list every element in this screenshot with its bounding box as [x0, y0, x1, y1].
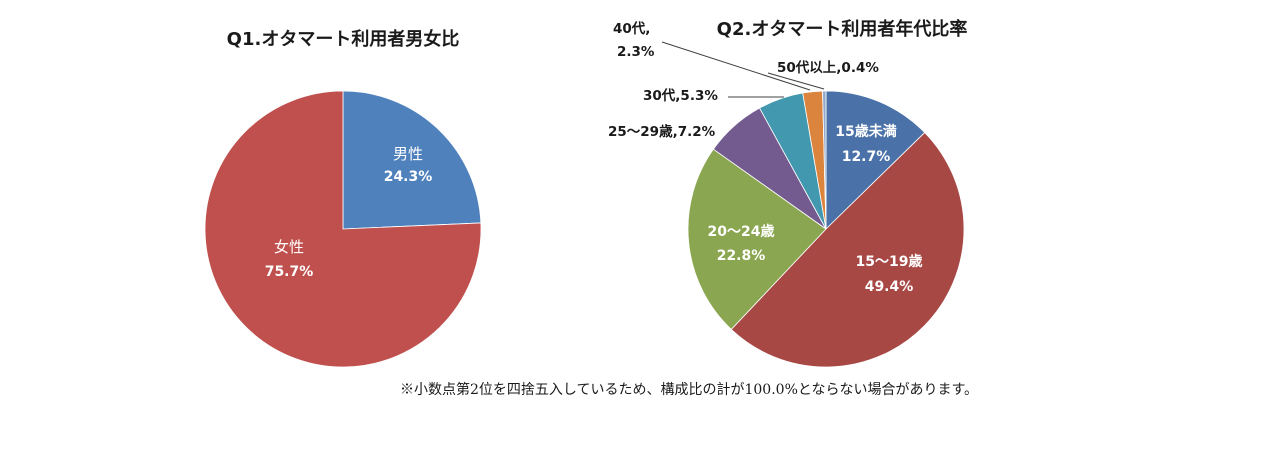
- slice-label-male-value: 24.3%: [384, 169, 433, 185]
- slice-label-30s-name: 30代,: [643, 87, 680, 104]
- slice-label-50s-name: 50代以上,: [777, 59, 841, 76]
- slice-label-30s-value: 5.3%: [680, 88, 718, 104]
- slice-gender-0: [342, 90, 482, 230]
- footnote: ※小数点第2位を四捨五入しているため、構成比の計が100.0%とならない場合があ…: [400, 381, 978, 398]
- slice-label-under15-value: 12.7%: [842, 149, 891, 165]
- leader-line-40s: [661, 41, 811, 91]
- slice-label-male-name: 男性: [393, 145, 423, 163]
- slice-label-40s-name: 40代,: [613, 20, 650, 37]
- pie-gender: [204, 90, 482, 368]
- pie-age: [687, 90, 965, 368]
- chart-gender-title: Q1.オタマート利用者男女比: [227, 28, 460, 50]
- slice-label-40s-value: 2.3%: [617, 44, 655, 60]
- slice-label-25to29-name: 25〜29歳,: [608, 123, 678, 140]
- slice-label-female-value: 75.7%: [265, 264, 314, 280]
- slice-age-2: [687, 148, 827, 330]
- slice-label-20to24-name: 20〜24歳: [708, 223, 775, 240]
- slice-label-15to19-name: 15〜19歳: [856, 253, 923, 270]
- slice-gender-1: [204, 90, 482, 368]
- chart-age: Q2.オタマート利用者年代比率 15歳未満 12.7% 15〜19歳 49.4%…: [608, 18, 968, 368]
- leader-line-50s: [767, 72, 825, 90]
- slice-label-female-name: 女性: [274, 238, 304, 256]
- slice-label-under15-name: 15歳未満: [835, 123, 896, 140]
- slice-label-25to29-value: 7.2%: [678, 124, 716, 140]
- slice-label-50s: 50代以上,0.4%: [777, 59, 879, 76]
- slice-label-50s-value: 0.4%: [841, 60, 879, 76]
- slice-age-1: [730, 132, 965, 368]
- slice-label-30s: 30代,5.3%: [643, 87, 718, 104]
- slice-label-25to29: 25〜29歳,7.2%: [608, 123, 716, 140]
- chart-age-title: Q2.オタマート利用者年代比率: [717, 18, 968, 40]
- slice-label-20to24-value: 22.8%: [717, 248, 766, 264]
- slice-age-6: [822, 90, 827, 230]
- slice-age-0: [825, 90, 926, 230]
- chart-gender: Q1.オタマート利用者男女比 男性 24.3% 女性 75.7%: [204, 28, 482, 368]
- slice-label-15to19-value: 49.4%: [865, 279, 914, 295]
